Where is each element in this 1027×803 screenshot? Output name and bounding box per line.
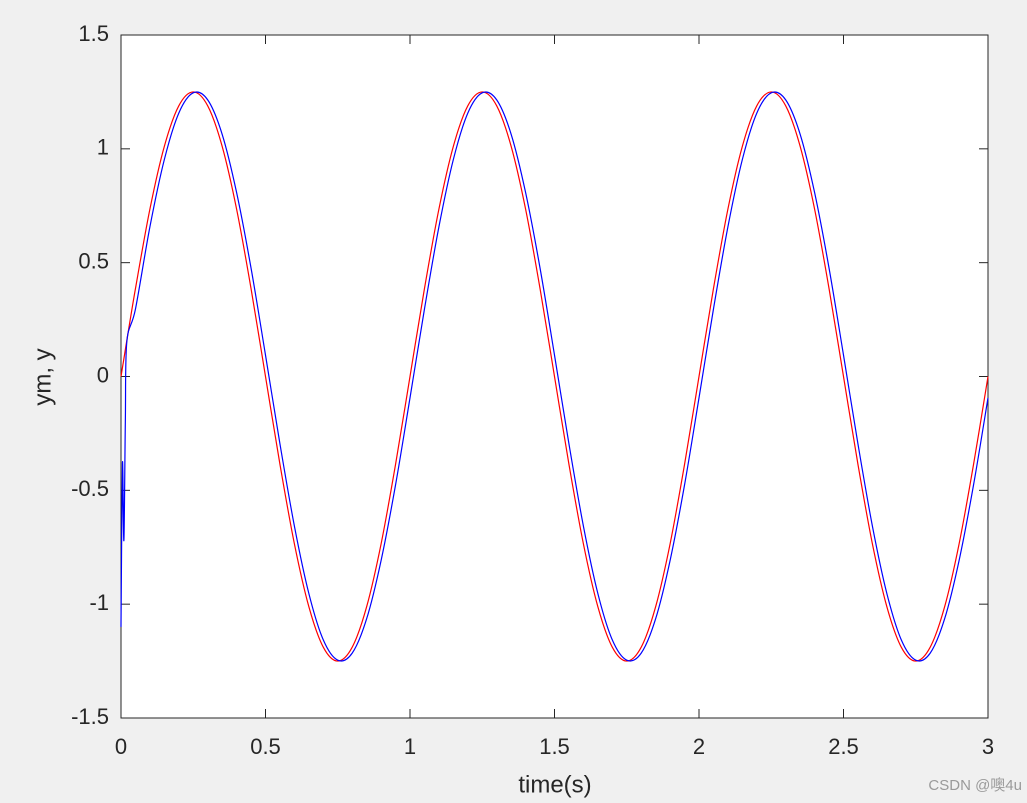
y-axis-label: ym, y: [29, 348, 56, 405]
y-tick-label: 0.5: [78, 248, 109, 273]
x-tick-label: 0.5: [250, 734, 281, 759]
series-line: [120, 91, 989, 662]
y-tick-label: 1: [97, 135, 109, 160]
x-tick-label: 3: [982, 734, 994, 759]
y-tick-label: 1.5: [78, 21, 109, 46]
y-tick-label: -0.5: [71, 476, 109, 501]
watermark: CSDN @噢4u: [928, 776, 1022, 794]
x-tick-label: 1: [404, 734, 416, 759]
x-tick-label: 2: [693, 734, 705, 759]
series-line: [120, 91, 989, 662]
y-tick-label: -1.5: [71, 704, 109, 729]
y-tick-label: -1: [89, 590, 109, 615]
x-tick-label: 1.5: [539, 734, 570, 759]
x-tick-label: 0: [115, 734, 127, 759]
y-tick-label: 0: [97, 362, 109, 387]
x-tick-label: 2.5: [828, 734, 859, 759]
x-axis-label: time(s): [518, 771, 591, 798]
